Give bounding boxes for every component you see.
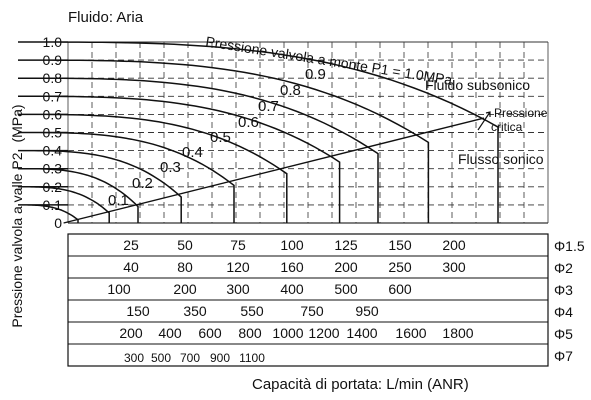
y-tick-label: 0.6 bbox=[43, 106, 63, 122]
pressure-curves bbox=[18, 41, 499, 224]
y-tick-label: 0.9 bbox=[43, 52, 63, 68]
curve-label-0.4: 0.4 bbox=[182, 144, 203, 161]
scale-tick: 900 bbox=[210, 351, 230, 365]
zone-label-sonic: Flusso sonico bbox=[458, 151, 544, 167]
scale-tick: 1600 bbox=[395, 325, 426, 341]
pressure-curve-0.8 bbox=[18, 77, 379, 223]
scale-tick: 200 bbox=[119, 325, 143, 341]
pressure-curve-0.7 bbox=[18, 95, 341, 223]
scale-tick: 950 bbox=[355, 303, 379, 319]
scale-tick: 150 bbox=[388, 237, 412, 253]
scale-tick: 75 bbox=[230, 237, 246, 253]
scale-label: Φ3 bbox=[554, 282, 573, 298]
curve-label-0.6: 0.6 bbox=[238, 114, 259, 131]
y-tick-label: 0.4 bbox=[43, 143, 63, 159]
scale-tick: 125 bbox=[334, 237, 358, 253]
scale-label: Φ2 bbox=[554, 260, 573, 276]
scale-tick: 600 bbox=[388, 281, 412, 297]
scale-tick: 300 bbox=[442, 259, 466, 275]
pressure-curve-0.4 bbox=[18, 149, 182, 223]
scale-tick: 1400 bbox=[346, 325, 377, 341]
y-tick-label: 0.5 bbox=[43, 125, 63, 141]
pressure-curve-0.2 bbox=[18, 186, 110, 223]
pressure-curve-0.6 bbox=[18, 113, 288, 223]
pressure-curve-0.1 bbox=[18, 204, 79, 223]
x-axis-label: Capacità di portata: L/min (ANR) bbox=[252, 376, 469, 393]
scale-tick: 200 bbox=[442, 237, 466, 253]
scale-tick: 500 bbox=[151, 351, 171, 365]
scale-tick: 150 bbox=[126, 303, 150, 319]
y-tick-label: 0.7 bbox=[43, 88, 63, 104]
y-tick-label: 0.1 bbox=[43, 197, 63, 213]
scale-label: Φ5 bbox=[554, 326, 573, 342]
pressure-curve-0.3 bbox=[18, 167, 139, 223]
curve-label-0.9: 0.9 bbox=[305, 66, 326, 83]
pressure-curve-1.0 bbox=[18, 41, 499, 223]
scale-tick: 160 bbox=[280, 259, 304, 275]
curve-label-0.8: 0.8 bbox=[280, 82, 301, 99]
scale-tick: 1800 bbox=[442, 325, 473, 341]
zone-label-critical-2: critica bbox=[491, 120, 523, 134]
scale-tick: 400 bbox=[280, 281, 304, 297]
y-tick-label: 0.3 bbox=[43, 161, 63, 177]
scale-tick: 200 bbox=[334, 259, 358, 275]
zone-label-critical-1: Pressione bbox=[494, 106, 548, 120]
y-axis-label: Pressione valvola a valle P2(MPa) bbox=[9, 104, 25, 327]
chart-title: Fluido: Aria bbox=[68, 9, 144, 26]
scale-tick: 350 bbox=[183, 303, 207, 319]
curve-header: Pressione valvola a monte P1 = 1.0MPa bbox=[205, 33, 454, 88]
scale-tick: 120 bbox=[226, 259, 250, 275]
y-tick-label: 1.0 bbox=[43, 34, 63, 50]
scale-tick: 1000 bbox=[272, 325, 303, 341]
scale-tick: 200 bbox=[173, 281, 197, 297]
scale-tick: 400 bbox=[158, 325, 182, 341]
zone-arrow bbox=[477, 111, 491, 131]
scale-label: Φ7 bbox=[554, 348, 573, 364]
scale-tick: 1100 bbox=[239, 351, 265, 365]
scale-tick: 100 bbox=[280, 237, 304, 253]
y-tick-label: 0.2 bbox=[43, 179, 63, 195]
scale-tick: 25 bbox=[123, 237, 139, 253]
scale-label: Φ1.5 bbox=[554, 238, 585, 254]
curve-label-0.2: 0.2 bbox=[132, 175, 153, 192]
scale-tick: 50 bbox=[177, 237, 193, 253]
critical-pressure-line bbox=[63, 117, 485, 224]
scale-tick: 500 bbox=[334, 281, 358, 297]
curve-label-0.7: 0.7 bbox=[258, 98, 279, 115]
curve-label-0.3: 0.3 bbox=[160, 159, 181, 176]
scale-label: Φ4 bbox=[554, 304, 573, 320]
scale-tick: 800 bbox=[238, 325, 262, 341]
scale-tick: 100 bbox=[107, 281, 131, 297]
y-tick-label: 0 bbox=[54, 215, 62, 231]
curve-label-0.1: 0.1 bbox=[108, 192, 129, 209]
pressure-curve-0.9 bbox=[18, 59, 430, 223]
grid bbox=[67, 41, 549, 224]
scale-tick: 80 bbox=[177, 259, 193, 275]
zone-label-subsonic: Fluido subsonico bbox=[425, 77, 530, 93]
scale-tick: 750 bbox=[300, 303, 324, 319]
scale-tick: 700 bbox=[180, 351, 200, 365]
y-tick-label: 0.8 bbox=[43, 70, 63, 86]
scale-tick: 300 bbox=[124, 351, 144, 365]
scale-tick: 40 bbox=[123, 259, 139, 275]
scale-tick: 300 bbox=[226, 281, 250, 297]
scale-tick: 600 bbox=[198, 325, 222, 341]
curve-label-0.5: 0.5 bbox=[210, 129, 231, 146]
pressure-curve-0.5 bbox=[18, 131, 235, 223]
scale-tick: 550 bbox=[240, 303, 264, 319]
scale-tick: 1200 bbox=[308, 325, 339, 341]
scale-tick: 250 bbox=[388, 259, 412, 275]
flow-scale-table: 25 50 75 100 125 150 200 Φ1.5 40 80 120 160 200 250 30… bbox=[67, 233, 585, 367]
